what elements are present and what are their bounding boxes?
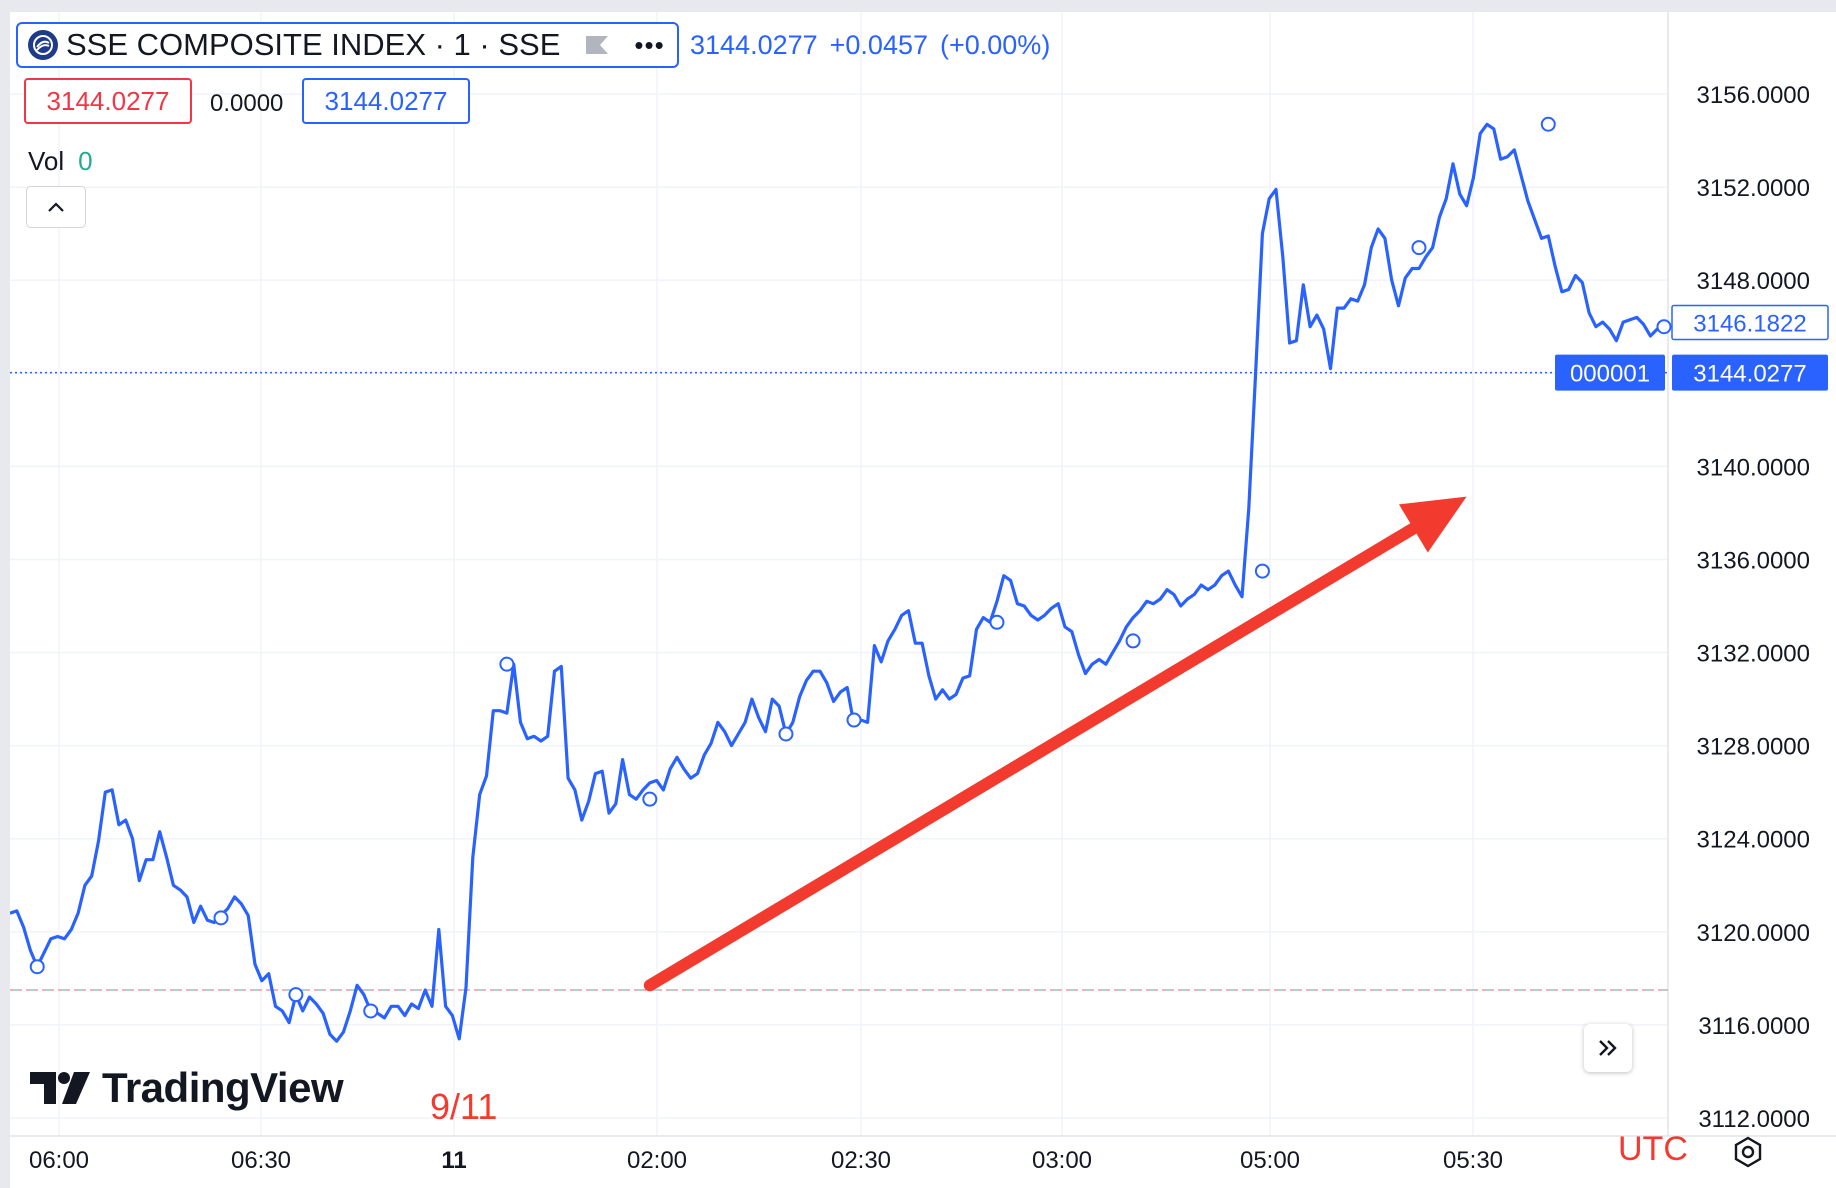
x-tick-label: 06:30 — [231, 1147, 291, 1174]
y-tick-label: 3128.0000 — [1697, 734, 1810, 761]
series-marker — [778, 726, 794, 742]
settings-gear-icon[interactable] — [1730, 1134, 1766, 1170]
y-tick-label: 3120.0000 — [1697, 920, 1810, 947]
y-tick-label: 3148.0000 — [1697, 268, 1810, 295]
price-change-percent: (+0.00%) — [940, 30, 1051, 60]
y-tick-label: 3116.0000 — [1698, 1013, 1810, 1040]
arrow-shaft — [643, 522, 1420, 992]
x-tick-label: 02:30 — [831, 1147, 891, 1174]
price-series-line — [10, 122, 1666, 1043]
volume-label: Vol — [28, 146, 65, 176]
flag-icon[interactable] — [584, 34, 610, 56]
crosshair-price-tag — [1671, 304, 1829, 341]
y-tick-label: 3152.0000 — [1697, 175, 1810, 202]
series-marker — [288, 987, 304, 1003]
current-price-tag — [1672, 354, 1828, 391]
series-marker — [213, 910, 229, 926]
series-marker — [499, 656, 515, 672]
scroll-to-realtime-button[interactable] — [1584, 1024, 1632, 1072]
series-marker — [1411, 240, 1427, 256]
sell-price-button[interactable]: 3144.0277 — [24, 78, 192, 124]
tradingview-logo-icon — [30, 1072, 90, 1104]
series-marker — [363, 1003, 379, 1019]
x-tick-label: 05:30 — [1443, 1147, 1503, 1174]
y-tick-label: 3112.0000 — [1698, 1106, 1810, 1133]
arrow-head — [1399, 496, 1467, 553]
y-tick-label: 3140.0000 — [1697, 454, 1810, 481]
more-options-icon[interactable]: ••• — [634, 29, 665, 60]
x-tick-label: 06:00 — [29, 1147, 89, 1174]
timezone-label[interactable]: UTC — [1618, 1130, 1688, 1168]
series-marker — [989, 614, 1005, 630]
collapse-legend-button[interactable] — [26, 186, 86, 228]
series-marker — [642, 791, 658, 807]
volume-legend[interactable]: Vol 0 — [28, 146, 93, 177]
spread-value: 0.0000 — [210, 90, 284, 117]
current-price-value: 3144.0277 — [1693, 361, 1806, 388]
price-chart[interactable]: 3156.00003152.00003148.00003144.00003140… — [10, 12, 1836, 1188]
series-marker — [1125, 633, 1141, 649]
x-tick-label: 03:00 — [1032, 1147, 1092, 1174]
y-tick-label: 3124.0000 — [1697, 827, 1810, 854]
volume-value: 0 — [78, 146, 93, 176]
double-chevron-right-icon — [1599, 1040, 1617, 1056]
series-marker — [1254, 563, 1270, 579]
sse-logo-icon — [28, 30, 58, 60]
y-tick-label: 3156.0000 — [1697, 82, 1810, 109]
series-marker — [1540, 116, 1556, 132]
chart-frame: 3156.00003152.00003148.00003144.00003140… — [10, 12, 1836, 1188]
price-change: +0.0457 — [829, 30, 928, 60]
quote-values: 3144.0277 +0.0457 (+0.00%) — [690, 30, 1062, 61]
symbol-legend[interactable]: SSE COMPOSITE INDEX · 1 · SSE ••• — [16, 22, 679, 68]
y-tick-label: 3136.0000 — [1697, 547, 1810, 574]
chevron-up-icon — [48, 202, 64, 212]
series-marker — [1656, 319, 1672, 335]
date-annotation: 9/11 — [430, 1086, 498, 1127]
series-marker — [29, 959, 45, 975]
tradingview-logo[interactable]: TradingView — [30, 1064, 344, 1112]
tradingview-wordmark: TradingView — [102, 1064, 344, 1111]
x-tick-label: 02:00 — [627, 1147, 687, 1174]
symbol-code-tag — [1555, 354, 1665, 391]
y-tick-label: 3132.0000 — [1697, 641, 1810, 668]
crosshair-price-value: 3146.1822 — [1693, 310, 1806, 337]
x-tick-label: 05:00 — [1240, 1147, 1300, 1174]
symbol-title: SSE COMPOSITE INDEX · 1 · SSE — [66, 27, 561, 62]
series-marker — [846, 712, 862, 728]
last-price: 3144.0277 — [690, 30, 818, 60]
symbol-code-label: 000001 — [1570, 361, 1650, 388]
x-tick-label: 11 — [441, 1147, 466, 1174]
buy-price-button[interactable]: 3144.0277 — [302, 78, 470, 124]
